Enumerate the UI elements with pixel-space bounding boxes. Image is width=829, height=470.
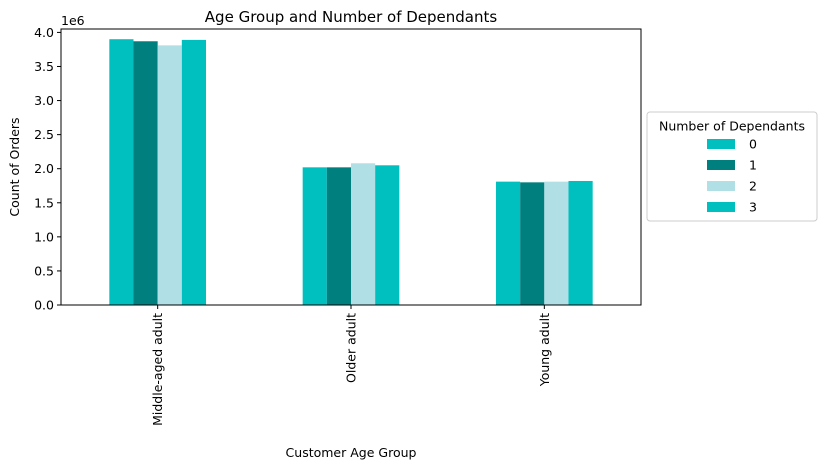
legend-title: Number of Dependants: [659, 119, 805, 134]
legend-swatch-3: [707, 202, 735, 212]
legend-swatch-0: [707, 139, 735, 149]
bar-older-adult-dependants-1: [326, 167, 351, 305]
x-tick-label: Young adult: [537, 313, 552, 387]
bar-older-adult-dependants-2: [351, 163, 376, 305]
y-tick-label: 0.5: [34, 263, 54, 278]
y-axis: 0.0 0.5 1.0 1.5 2.0 2.5 3.0 3.5 4.0: [34, 25, 61, 313]
bar-middle-aged-adult-dependants-2: [157, 45, 182, 305]
bar-young-adult-dependants-0: [496, 181, 521, 305]
legend-label-3: 3: [749, 200, 757, 215]
chart-title: Age Group and Number of Dependants: [205, 8, 498, 26]
bar-middle-aged-adult-dependants-1: [133, 41, 158, 306]
y-tick-label: 3.5: [34, 59, 54, 74]
bar-older-adult-dependants-0: [302, 167, 327, 305]
x-tick-label: Older adult: [344, 313, 359, 383]
y-tick-label: 4.0: [34, 25, 54, 40]
y-tick-label: 3.0: [34, 93, 54, 108]
bar-young-adult-dependants-3: [568, 180, 593, 305]
bar-young-adult-dependants-2: [544, 181, 569, 305]
y-axis-offset-text: 1e6: [61, 13, 85, 28]
x-tick-label: Middle-aged adult: [150, 313, 165, 426]
x-axis: Middle-aged adult Older adult Young adult: [150, 305, 552, 426]
bar-middle-aged-adult-dependants-3: [181, 39, 206, 305]
y-axis-title: Count of Orders: [7, 117, 22, 216]
bar-older-adult-dependants-3: [375, 165, 400, 305]
y-tick-label: 2.5: [34, 127, 54, 142]
y-tick-label: 0.0: [34, 298, 54, 313]
x-axis-title: Customer Age Group: [286, 445, 417, 460]
legend-swatch-2: [707, 181, 735, 191]
y-tick-label: 2.0: [34, 161, 54, 176]
y-axis-offset-label: 1e6: [61, 13, 85, 28]
bar-middle-aged-adult-dependants-0: [109, 39, 134, 305]
legend-label-1: 1: [749, 158, 757, 173]
y-tick-label: 1.0: [34, 229, 54, 244]
bar-young-adult-dependants-1: [520, 182, 545, 305]
legend-label-0: 0: [749, 137, 757, 152]
y-tick-label: 1.5: [34, 195, 54, 210]
legend-label-2: 2: [749, 179, 757, 194]
legend: Number of Dependants 0 1 2 3: [646, 111, 818, 222]
legend-swatch-1: [707, 160, 735, 170]
bars-group: [109, 39, 593, 306]
